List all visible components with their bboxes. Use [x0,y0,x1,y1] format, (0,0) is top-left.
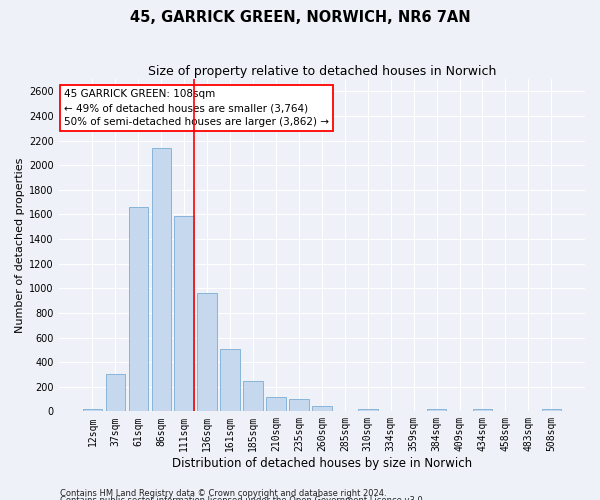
Bar [381,410,400,412]
Bar [244,381,263,412]
Bar [220,348,240,412]
Bar [266,396,286,411]
Bar [152,148,171,411]
Y-axis label: Number of detached properties: Number of detached properties [15,158,25,333]
Text: 45, GARRICK GREEN, NORWICH, NR6 7AN: 45, GARRICK GREEN, NORWICH, NR6 7AN [130,10,470,25]
Text: Contains HM Land Registry data © Crown copyright and database right 2024.: Contains HM Land Registry data © Crown c… [60,488,386,498]
Bar [404,410,424,412]
Bar [312,406,332,412]
Bar [128,207,148,412]
Bar [175,216,194,412]
Bar [496,410,515,412]
Bar [427,409,446,412]
Bar [473,410,492,412]
Bar [358,410,377,412]
Text: Contains public sector information licensed under the Open Government Licence v3: Contains public sector information licen… [60,496,425,500]
Bar [450,410,469,412]
Text: 45 GARRICK GREEN: 108sqm
← 49% of detached houses are smaller (3,764)
50% of sem: 45 GARRICK GREEN: 108sqm ← 49% of detach… [64,89,329,127]
Bar [106,374,125,412]
Bar [518,410,538,412]
Bar [83,409,102,412]
Bar [197,293,217,412]
Title: Size of property relative to detached houses in Norwich: Size of property relative to detached ho… [148,65,496,78]
Bar [289,399,308,411]
Bar [335,410,355,412]
X-axis label: Distribution of detached houses by size in Norwich: Distribution of detached houses by size … [172,457,472,470]
Bar [542,409,561,412]
